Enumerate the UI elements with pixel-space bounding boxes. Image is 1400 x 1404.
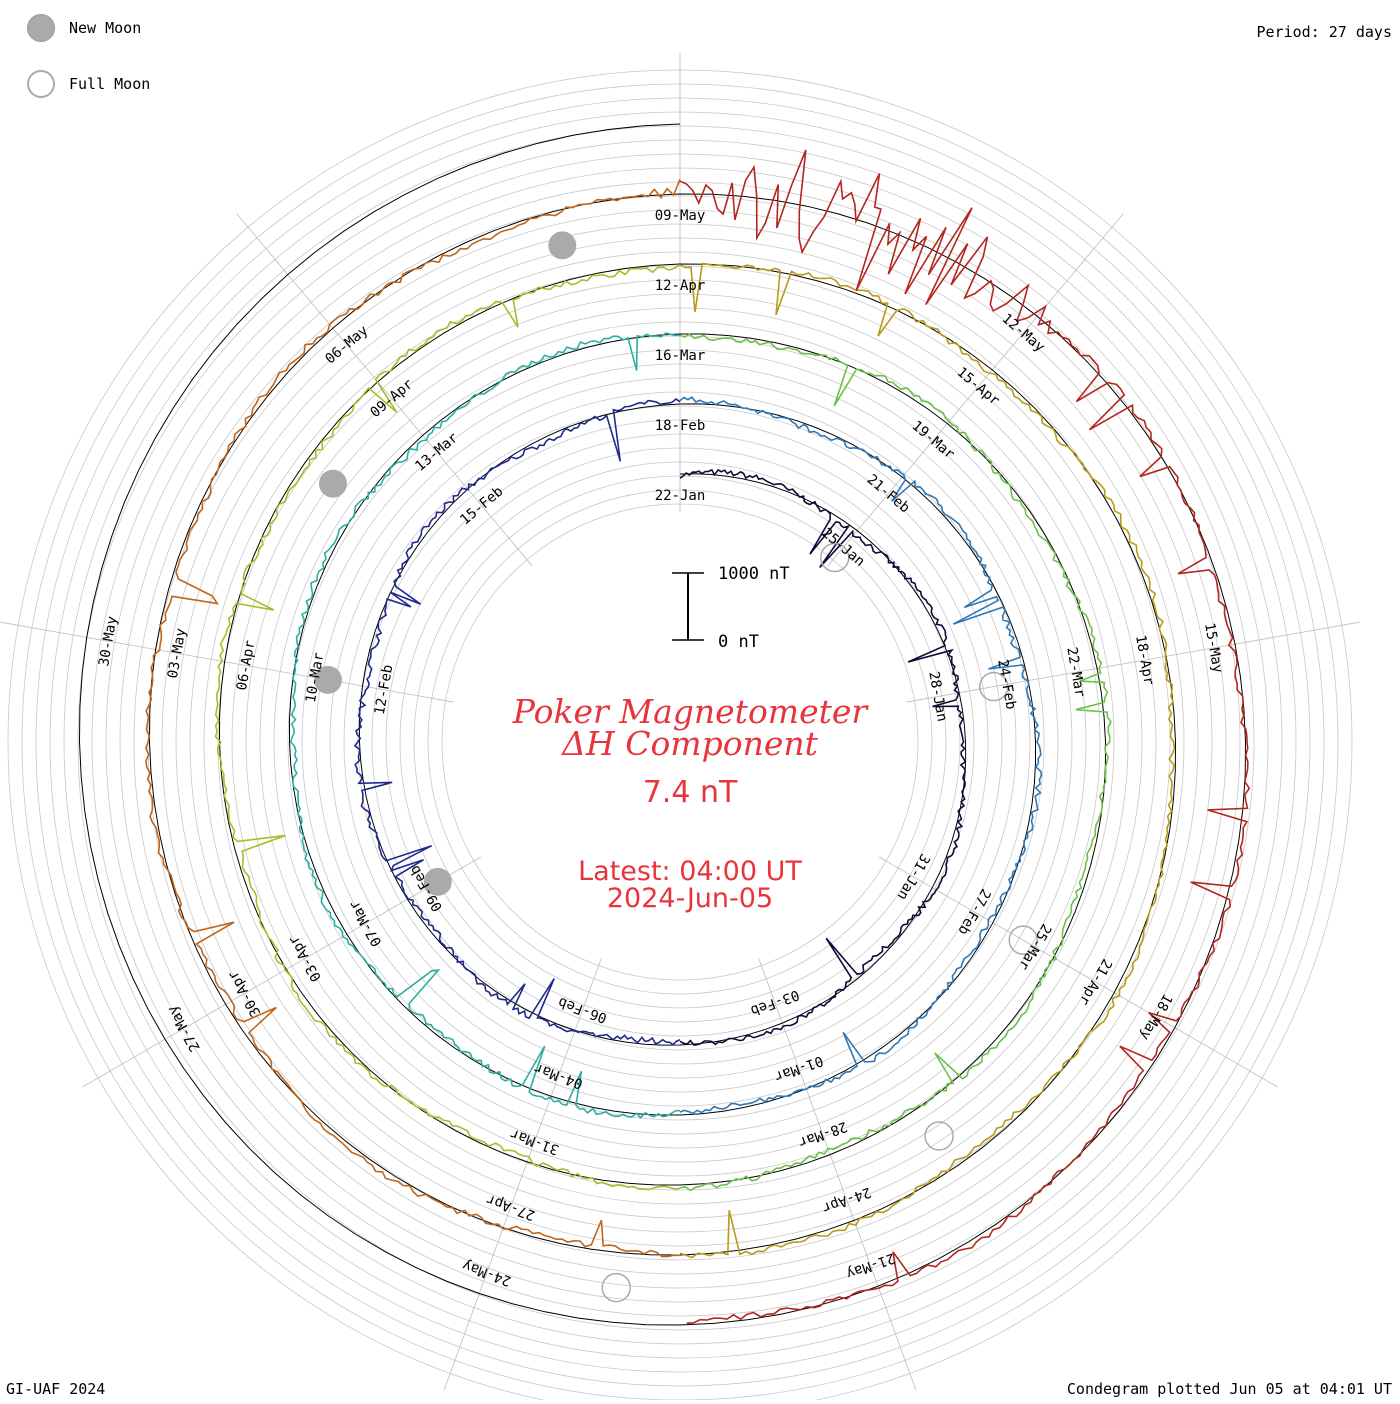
radial-spoke — [906, 621, 1360, 703]
trace-segment — [679, 396, 1043, 1115]
legend-new-moon: New Moon — [27, 14, 141, 42]
latest-date: 2024-Jun-05 — [606, 883, 774, 914]
trace-segment — [289, 332, 681, 1119]
chart-title-line2: ΔH Component — [562, 724, 818, 763]
full-moon-marker — [601, 1272, 631, 1303]
full-moon-icon — [27, 70, 55, 98]
date-tick-label: 06-Apr — [234, 639, 259, 692]
radial-spoke — [758, 957, 917, 1391]
trace-segment — [679, 262, 1176, 1259]
date-tick-label: 09-May — [655, 208, 706, 224]
full-moon-marker — [978, 671, 1009, 702]
scale-bar-bottom-label: 0 nT — [718, 632, 759, 652]
legend-new-moon-label: New Moon — [69, 19, 142, 37]
period-label: Period: 27 days — [1256, 23, 1392, 41]
date-tick-label: 21-Apr — [1076, 956, 1115, 1008]
date-tick-label: 09-Apr — [367, 376, 416, 421]
footer-credit: GI-UAF 2024 — [6, 1380, 106, 1398]
trace-layer — [144, 149, 1251, 1324]
date-tick-label: 24-May — [460, 1257, 513, 1289]
date-tick-label: 12-Feb — [372, 663, 397, 716]
date-tick-label: 27-Apr — [484, 1191, 537, 1223]
full-moon-marker — [924, 1121, 954, 1151]
date-tick-label: 22-Mar — [1063, 646, 1088, 699]
date-tick-label: 06-May — [322, 323, 371, 368]
date-tick-label: 03-Feb — [748, 986, 801, 1018]
date-tick-label: 27-May — [165, 1002, 204, 1054]
chart-title: Poker Magnetometer ΔH Component — [440, 692, 940, 763]
legend-full-moon-label: Full Moon — [69, 75, 151, 93]
date-tick-label: 15-Feb — [457, 484, 506, 529]
trace-segment — [679, 149, 1251, 1324]
radial-spoke — [82, 856, 482, 1088]
trace-segment — [679, 468, 967, 1046]
date-tick-label: 12-Apr — [655, 278, 706, 294]
legend-full-moon: Full Moon — [27, 70, 150, 98]
trace-segment — [214, 264, 681, 1191]
grid-layer — [0, 52, 1360, 1404]
trace-segment — [679, 333, 1112, 1192]
trace-segment — [353, 397, 681, 1046]
date-tick-label: 18-Apr — [1132, 634, 1157, 687]
scale-bar-top-label: 1000 nT — [718, 564, 790, 584]
date-tick-label: 06-Feb — [556, 994, 609, 1026]
date-tick-label: 15-May — [1201, 622, 1226, 675]
date-tick-label: 30-May — [96, 615, 121, 668]
radial-spoke — [0, 621, 454, 703]
date-tick-label: 03-May — [165, 627, 190, 680]
current-value: 7.4 nT — [642, 775, 738, 810]
latest-time: Latest: 04:00 UT — [578, 856, 802, 887]
date-tick-label: 07-Mar — [346, 897, 385, 949]
new-moon-marker — [313, 665, 342, 694]
date-tick-label: 22-Jan — [655, 488, 706, 504]
date-tick-label: 31-Jan — [894, 851, 933, 903]
date-tick-label: 18-May — [1136, 991, 1175, 1043]
radial-spoke — [827, 213, 1124, 567]
radial-spoke — [878, 856, 1278, 1088]
trace-segment — [144, 178, 681, 1258]
new-moon-marker — [318, 469, 347, 498]
new-moon-icon — [27, 14, 55, 42]
scale-bar: 1000 nT 0 nT — [672, 564, 790, 652]
date-tick-label: 13-Mar — [412, 430, 461, 475]
date-tick-label: 04-Mar — [532, 1059, 585, 1091]
full-moon-marker — [1008, 925, 1038, 955]
new-moon-marker — [548, 231, 577, 260]
date-tick-label: 18-Feb — [655, 418, 706, 434]
latest-block: Latest: 04:00 UT 2024-Jun-05 — [490, 858, 890, 912]
footer-plotted: Condegram plotted Jun 05 at 04:01 UT — [1066, 1380, 1392, 1398]
radial-spoke — [236, 213, 533, 567]
date-tick-label: 27-Feb — [954, 886, 993, 938]
date-tick-label: 30-Apr — [225, 967, 264, 1019]
new-moon-marker — [423, 867, 452, 896]
chart-title-line1: Poker Magnetometer — [512, 692, 868, 731]
date-tick-label: 16-Mar — [655, 348, 706, 364]
moon-layer — [313, 231, 1038, 1303]
full-moon-marker — [820, 542, 850, 573]
